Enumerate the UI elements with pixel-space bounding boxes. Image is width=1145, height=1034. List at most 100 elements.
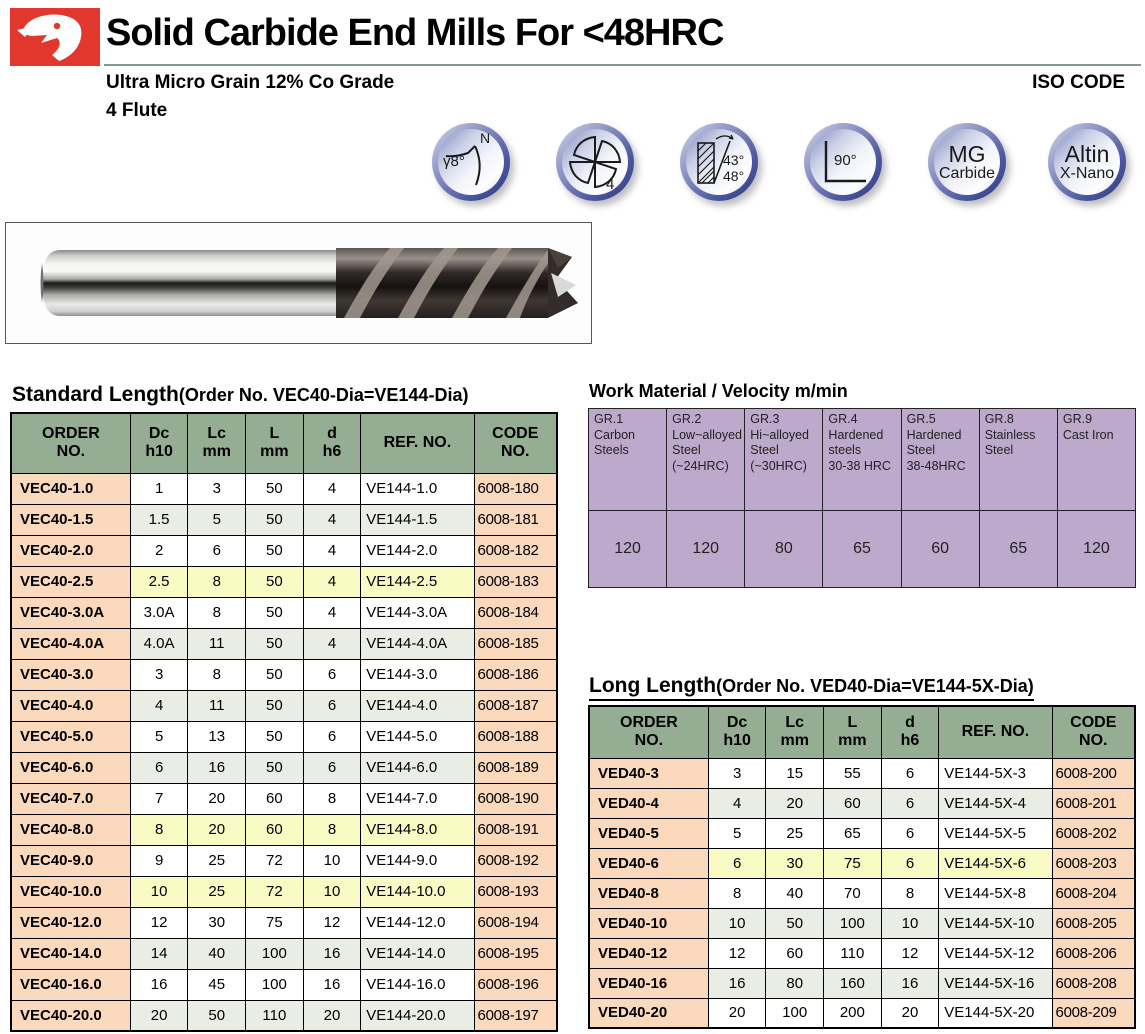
cell-l: 50 [245, 627, 304, 660]
page-title: Solid Carbide End Mills For <48HRC [106, 12, 724, 54]
cell-l: 110 [823, 937, 882, 969]
cell-code: 6008-191 [473, 813, 558, 846]
column-header: Dc h10 [707, 705, 767, 759]
rake-angle-icon: N γ8° [432, 123, 510, 201]
work-material-header: GR.5 Hardened Steel 38-48HRC [900, 408, 980, 511]
cell-code: 6008-204 [1051, 877, 1136, 909]
cell-ref: VE144-4.0 [360, 689, 475, 722]
work-material-gr: GR.9 [1062, 412, 1093, 426]
cell-d: 4 [302, 472, 362, 505]
cell-dc: 3 [129, 658, 189, 691]
cell-order: VED40-4 [588, 787, 709, 819]
cell-code: 6008-201 [1051, 787, 1136, 819]
cell-code: 6008-183 [473, 565, 558, 598]
cell-d: 4 [302, 627, 362, 660]
work-material-desc-line: Carbon [594, 427, 635, 442]
column-header: d h6 [302, 412, 362, 474]
work-material-gr: GR.5 [906, 412, 936, 426]
work-material-header: GR.8 Stainless Steel [978, 408, 1058, 511]
column-header-line: Lc [785, 714, 805, 732]
eagle-icon [10, 8, 100, 66]
cell-ref: VE144-5X-6 [938, 847, 1053, 879]
column-header-line: L [269, 425, 280, 443]
column-header-line: NO. [1079, 732, 1108, 750]
standard-length-title: Standard Length(Order No. VEC40-Dia=VE14… [12, 383, 468, 407]
coating-line2: X-Nano [1059, 164, 1115, 182]
cell-order: VEC40-9.0 [10, 844, 131, 877]
cell-ref: VE144-14.0 [360, 937, 475, 970]
cell-lc: 8 [187, 596, 247, 629]
cell-ref: VE144-5X-16 [938, 967, 1053, 999]
cell-d: 20 [880, 997, 940, 1029]
column-header: REF. NO. [938, 705, 1053, 759]
helix-angle-glyph: 43° 48° [697, 134, 744, 184]
cell-lc: 20 [765, 787, 825, 819]
cell-d: 6 [302, 751, 362, 784]
cell-d: 4 [302, 534, 362, 567]
cell-lc: 20 [187, 782, 247, 815]
cell-lc: 8 [187, 565, 247, 598]
cell-order: VED40-10 [588, 907, 709, 939]
cell-l: 70 [823, 877, 882, 909]
cell-lc: 100 [765, 997, 825, 1029]
cell-lc: 11 [187, 689, 247, 722]
cell-d: 12 [880, 937, 940, 969]
work-material-desc-line: steels [828, 443, 862, 458]
cell-d: 12 [302, 906, 362, 939]
brand-logo [10, 8, 100, 66]
column-header-line: h10 [145, 443, 173, 461]
cell-lc: 50 [187, 999, 247, 1032]
column-header-line: h6 [900, 732, 920, 750]
cell-ref: VE144-5X-5 [938, 817, 1053, 849]
helix-angle-icon: 43° 48° [680, 123, 758, 201]
cell-code: 6008-206 [1051, 937, 1136, 969]
cell-ref: VE144-4.0A [360, 627, 475, 660]
table-row: VED40-8 8 40 70 8 VE144-5X-8 6008-204 [588, 877, 1136, 909]
cell-ref: VE144-9.0 [360, 844, 475, 877]
cell-l: 100 [245, 937, 304, 970]
cell-order: VED40-6 [588, 847, 709, 879]
work-material-velocity: 60 [900, 510, 980, 588]
cell-ref: VE144-8.0 [360, 813, 475, 846]
column-header-line: ORDER [42, 425, 100, 443]
work-material-desc-line: Hi~alloyed [750, 427, 809, 442]
table-row: VEC40-10.0 10 25 72 10 VE144-10.0 6008-193 [10, 875, 558, 908]
cell-order: VEC40-16.0 [10, 968, 131, 1001]
column-header-line: NO. [634, 732, 664, 750]
column-header-line: CODE [1070, 714, 1117, 732]
work-material-desc-line: Hardened [828, 427, 884, 442]
cell-dc: 5 [707, 817, 767, 849]
icon-disc [934, 129, 1000, 195]
cell-l: 50 [245, 565, 304, 598]
cell-d: 10 [302, 844, 362, 877]
coating-line1: Altin [1064, 140, 1110, 167]
column-header-line: d [327, 425, 337, 443]
column-header-line: mm [838, 732, 867, 750]
table-row: VEC40-7.0 7 20 60 8 VE144-7.0 6008-190 [10, 782, 558, 815]
cell-d: 6 [302, 658, 362, 691]
cell-order: VED40-8 [588, 877, 709, 909]
table-row: VEC40-1.0 1 3 50 4 VE144-1.0 6008-180 [10, 472, 558, 505]
cell-lc: 3 [187, 472, 247, 505]
table-row: VEC40-2.5 2.5 8 50 4 VE144-2.5 6008-183 [10, 565, 558, 598]
column-header: Dc h10 [129, 412, 189, 474]
iso-code-label: ISO CODE [1032, 72, 1125, 93]
long-title-sub: (Order No. VED40-Dia=VE144-5X-Dia) [716, 676, 1034, 696]
column-header-line: REF. NO. [383, 434, 452, 452]
standard-title-main: Standard Length [12, 383, 179, 406]
work-material-gr: GR.4 [828, 412, 858, 426]
cell-dc: 10 [707, 907, 767, 939]
cell-l: 100 [245, 968, 304, 1001]
work-material-header-row: GR.1 Carbon Steels GR.2 Low~alloyed Steel (~24… [587, 408, 1137, 511]
cell-lc: 25 [765, 817, 825, 849]
cell-order: VEC40-1.0 [10, 472, 131, 505]
cell-l: 100 [823, 907, 882, 939]
work-material-velocity: 65 [822, 510, 902, 588]
grade-line2: Carbide [938, 164, 996, 182]
column-header-line: h10 [723, 732, 751, 750]
cell-ref: VE144-3.0 [360, 658, 475, 691]
cell-code: 6008-202 [1051, 817, 1136, 849]
work-material-header: GR.9 Cast Iron [1056, 408, 1137, 511]
cell-code: 6008-192 [473, 844, 558, 877]
